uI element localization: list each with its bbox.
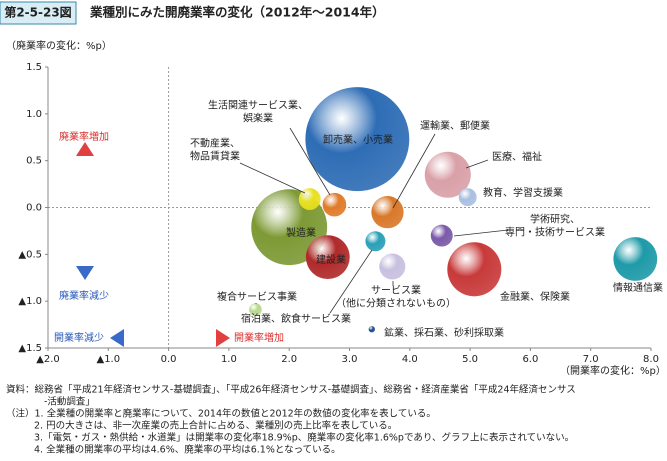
x-tick-label: 8.0 [643, 354, 659, 365]
leader-line [453, 229, 509, 237]
note: 3.「電気・ガス・熱供給・水道業」は開業率の変化率18.9%p、廃業率の変化率1… [34, 432, 574, 444]
bubble [368, 326, 375, 333]
x-tick-label: ▲1.0 [97, 354, 121, 365]
x-tick-label: 4.0 [402, 354, 418, 365]
bubble [305, 235, 350, 280]
chart-title: 業種別にみた開廃業率の変化（2012年～2014年） [89, 5, 385, 20]
bubble-label: 情報通信業 [613, 281, 663, 294]
note: 4. 全業種の開業率の平均は4.6%、廃業率の平均は6.1%となっている。 [34, 444, 341, 456]
bubble-label: 製造業 [286, 226, 316, 239]
bubble-label: 学術研究、専門・技術サービス業 [505, 213, 605, 239]
bubble-label: 卸売業、小売業 [323, 133, 393, 146]
leader-line [465, 159, 489, 169]
annotation: 廃業率増加 [59, 130, 109, 143]
bubble [424, 151, 471, 198]
x-tick-label: 6.0 [522, 354, 538, 365]
y-tick-label: ▲0.5 [18, 249, 42, 260]
bubble [305, 87, 410, 192]
bubble [249, 303, 262, 316]
leader-line [392, 133, 436, 209]
bubble [365, 231, 386, 252]
note: 2. 円の大きさは、非一次産業の売上合計に占める、業種別の売上比率を表している。 [34, 420, 397, 432]
note: 資料：総務省「平成21年経済センサス‐基礎調査」、「平成26年経済センサス‐基礎… [6, 384, 576, 396]
x-tick-label: ▲2.0 [36, 354, 60, 365]
bubble-label: 不動産業、物品賃貸業 [190, 137, 240, 163]
bubble [447, 242, 502, 297]
x-tick-label: 5.0 [462, 354, 478, 365]
arrow-head [76, 266, 94, 280]
arrow-head [76, 142, 94, 156]
y-tick-label: 0.5 [26, 156, 42, 167]
bubble-label: 宿泊業、飲食サービス業 [241, 312, 351, 325]
bubble [430, 224, 453, 247]
leader-line [239, 162, 306, 194]
x-tick-label: 0.0 [161, 354, 177, 365]
bubble-label: 金融業、保険業 [500, 290, 570, 303]
x-tick-label: 7.0 [583, 354, 599, 365]
y-axis-label: （廃業率の変化：%p） [6, 39, 112, 52]
annotation: 開業率増加 [234, 331, 284, 344]
bubble [371, 196, 404, 229]
annotation: 開業率減少 [54, 331, 104, 344]
leader-line [329, 249, 373, 314]
y-tick-label: ▲1.0 [18, 296, 42, 307]
bubble-label: 生活関連サービス業、娯楽業 [208, 99, 308, 125]
figure-label: 第2-5-23図 [4, 5, 71, 20]
y-tick-label: ▲1.5 [18, 343, 42, 354]
bubble [379, 253, 406, 280]
bubble [322, 192, 347, 217]
bubble-label: 医療、福祉 [492, 150, 542, 163]
y-tick-label: 1.5 [26, 62, 42, 73]
bubble-label: 複合サービス事業 [217, 290, 297, 303]
x-tick-label: 1.0 [221, 354, 237, 365]
bubble-label: 運輸業、郵便業 [420, 119, 490, 132]
leader-line [289, 127, 331, 196]
note: （注）1. 全業種の開業率と廃業率について、2014年の数値と2012年の数値の… [6, 408, 436, 420]
arrow-head [216, 329, 230, 347]
x-tick-label: 2.0 [281, 354, 297, 365]
bubble-label: 建設業 [316, 253, 346, 266]
bubble-label: サービス業（他に分類されないもの） [336, 284, 456, 310]
annotation: 廃業率減少 [59, 289, 109, 302]
figure-label-box [0, 1, 77, 25]
bubble-label: 鉱業、採石業、砂利採取業 [384, 326, 504, 339]
bubble [458, 188, 477, 207]
y-tick-label: 1.0 [26, 109, 42, 120]
bubble [613, 237, 658, 281]
x-axis-label: （開業率の変化：%p） [560, 364, 666, 377]
note: ‐活動調査」 [44, 396, 95, 408]
x-tick-label: 3.0 [342, 354, 358, 365]
bubble [298, 188, 321, 211]
y-tick-label: 0.0 [26, 203, 42, 214]
bubble-label: 教育、学習支援業 [483, 186, 563, 199]
arrow-head [110, 329, 124, 347]
